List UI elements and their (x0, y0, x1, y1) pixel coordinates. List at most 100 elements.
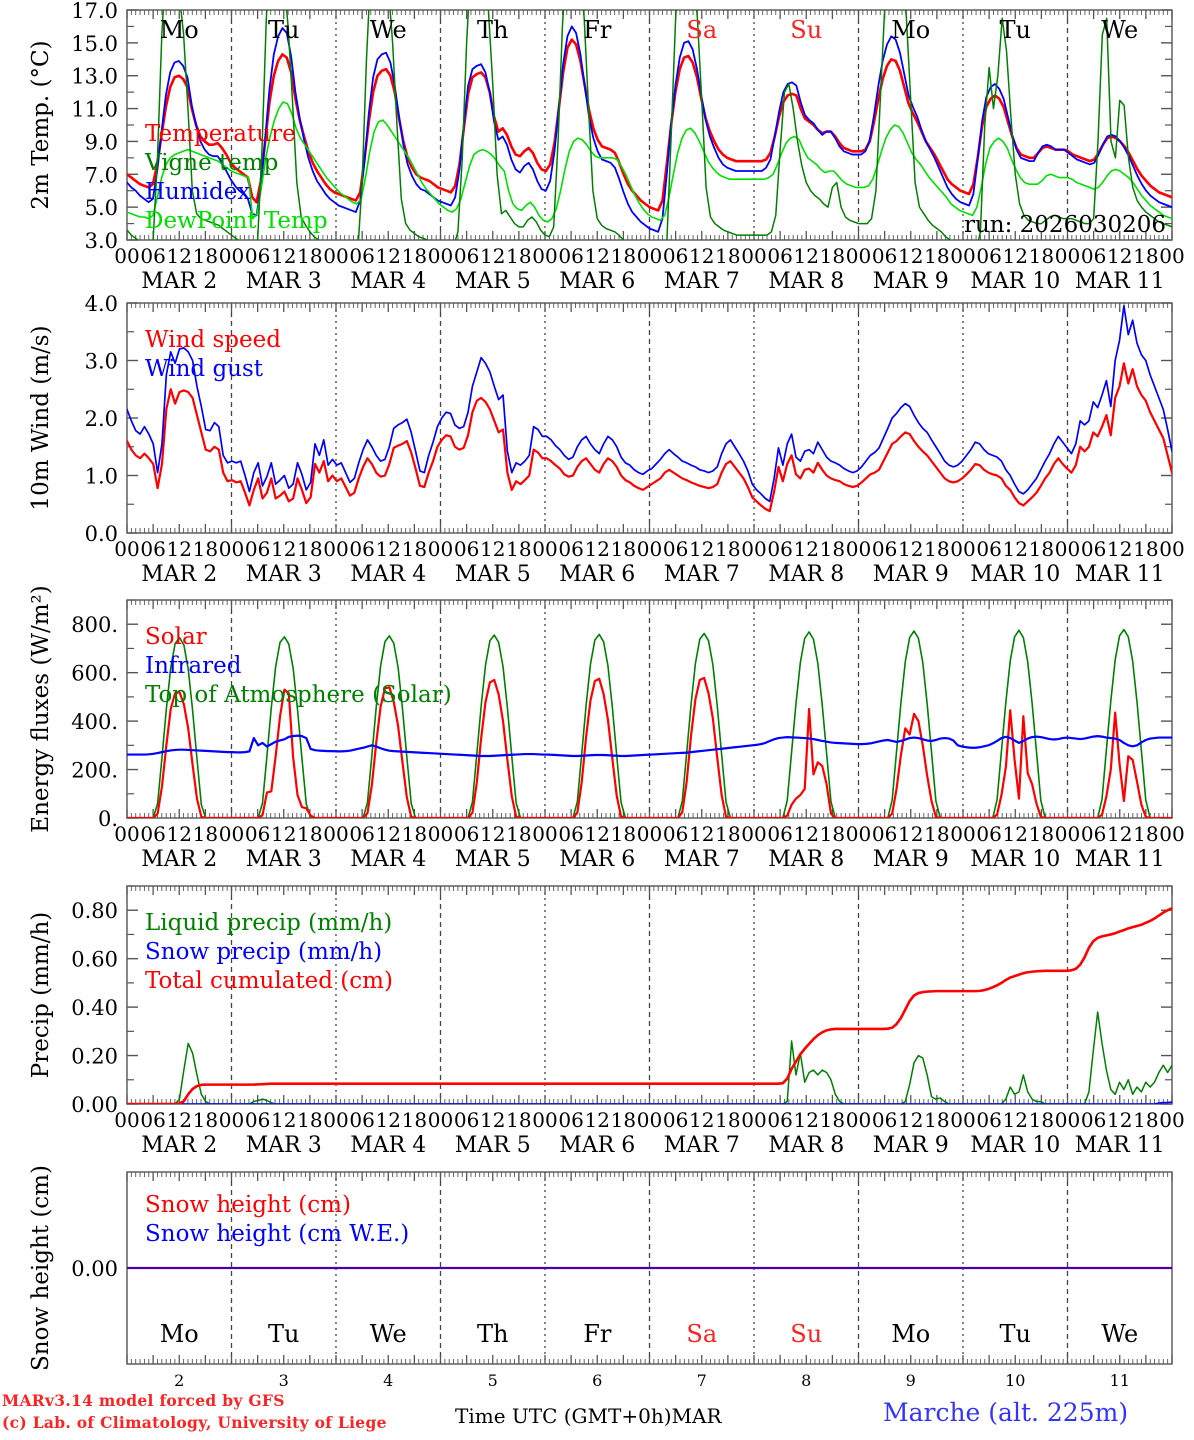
day-header-label: MAR 4 (350, 562, 426, 587)
hour-tick-label: 06 (872, 1108, 897, 1132)
hour-tick-label: 00 (950, 1108, 975, 1132)
hour-tick-label: 12 (585, 537, 610, 561)
y-tick-label: 13.0 (71, 65, 118, 89)
hour-tick-label: 06 (558, 244, 583, 268)
hour-tick-label: 18 (611, 244, 636, 268)
hour-tick-label: 06 (558, 822, 583, 846)
hour-tick-label: 12 (1003, 244, 1028, 268)
hour-tick-label: 00 (637, 1108, 662, 1132)
hour-tick-label: 12 (898, 1108, 923, 1132)
day-header-label: MAR 3 (246, 562, 322, 587)
hour-tick-label: 18 (924, 1108, 949, 1132)
hour-tick-label: 06 (140, 244, 165, 268)
day-header-label: MAR 7 (664, 847, 740, 872)
y-tick-label: 11.0 (71, 98, 118, 122)
hour-tick-label: 12 (480, 537, 505, 561)
x-axis-labels: 00 06 12 18 00 06 12 18 00 06 12 18 00 06 12 18 00 06 12 18… (114, 244, 1184, 294)
day-header-label: MAR 4 (350, 1133, 426, 1158)
y-tick-label: 0.00 (71, 1093, 118, 1117)
hour-tick-label: 12 (794, 822, 819, 846)
hour-tick-label: 18 (506, 1108, 531, 1132)
day-header-label: MAR 6 (559, 269, 635, 294)
y-axis-title: 10m Wind (m/s) (28, 325, 54, 510)
day-header-label: MAR 10 (970, 562, 1060, 587)
day-header-label: MAR 9 (873, 1133, 949, 1158)
weekday-label-bottom: We (1101, 1320, 1138, 1348)
hour-tick-label: 06 (245, 822, 270, 846)
day-number-label: 3 (279, 1371, 289, 1390)
hour-tick-label: 12 (480, 1108, 505, 1132)
hour-tick-label: 00 (532, 537, 557, 561)
hour-tick-label: 06 (245, 244, 270, 268)
hour-tick-label: 18 (924, 244, 949, 268)
hour-tick-label: 18 (820, 822, 845, 846)
hour-tick-label: 00 (950, 244, 975, 268)
hour-tick-label: 12 (1003, 822, 1028, 846)
legend-entry: Solar (145, 624, 207, 650)
hour-tick-label: 00 (428, 244, 453, 268)
legend-entry: DewPoint Temp (145, 208, 328, 234)
hour-tick-label: 12 (271, 822, 296, 846)
hour-tick-label: 06 (1081, 822, 1106, 846)
legend-precip: Liquid precip (mm/h) Snow precip (mm/h) To… (145, 910, 393, 994)
hour-tick-label: 00 (114, 822, 139, 846)
hour-tick-label: 18 (193, 1108, 218, 1132)
hour-tick-label: 06 (454, 822, 479, 846)
hour-tick-label: 00 (428, 1108, 453, 1132)
hour-tick-label: 12 (898, 822, 923, 846)
y-axis-title: 2m Temp. (°C) (28, 40, 54, 209)
y-tick-label: 7.0 (85, 163, 118, 187)
legend-entry: Temperature (145, 121, 296, 147)
hour-tick-label: 12 (689, 822, 714, 846)
hour-tick-label: 00 (1159, 537, 1184, 561)
legend-temperature: Temperature Vigne temp Humidex DewPoint Tem… (144, 121, 328, 234)
hour-tick-label: 06 (454, 244, 479, 268)
y-tick-label: 800. (71, 613, 118, 637)
weekday-label-bottom: Su (790, 1320, 822, 1348)
hour-tick-label: 18 (506, 244, 531, 268)
day-header-label: MAR 11 (1075, 1133, 1165, 1158)
hour-tick-label: 18 (193, 822, 218, 846)
day-header-label: MAR 6 (559, 1133, 635, 1158)
weekday-label-temp: We (370, 16, 407, 44)
weekday-label-bottom: Mo (160, 1320, 199, 1348)
hour-tick-label: 06 (767, 1108, 792, 1132)
hour-tick-label: 18 (1133, 822, 1158, 846)
day-header-label: MAR 5 (455, 1133, 531, 1158)
hour-tick-label: 12 (585, 244, 610, 268)
series-group (127, 906, 1172, 1104)
hour-tick-label: 12 (167, 822, 192, 846)
y-tick-label: 5.0 (85, 196, 118, 220)
day-number-label: 11 (1110, 1371, 1130, 1390)
hour-tick-label: 18 (506, 822, 531, 846)
hour-tick-label: 00 (1159, 244, 1184, 268)
run-label: run: 2026030206 (964, 212, 1166, 238)
day-header-label: MAR 2 (141, 562, 217, 587)
y-tick-label: 200. (71, 759, 118, 783)
day-number-label: 6 (592, 1371, 602, 1390)
legend-entry: Humidex (145, 179, 250, 205)
day-header-label: MAR 10 (970, 1133, 1060, 1158)
day-header-label: MAR 7 (664, 269, 740, 294)
series-line-wind-speed (127, 362, 1172, 513)
day-header-label: MAR 6 (559, 847, 635, 872)
model-credit-line1: MARv3.14 model forced by GFS (2, 1391, 285, 1410)
hour-tick-label: 12 (376, 1108, 401, 1132)
hour-tick-label: 00 (950, 822, 975, 846)
day-header-label: MAR 9 (873, 562, 949, 587)
day-header-label: MAR 4 (350, 269, 426, 294)
hour-tick-label: 18 (820, 244, 845, 268)
x-axis-labels: 00 06 12 18 00 06 12 18 00 06 12 18 00 06 12 18 00 06 12 18… (114, 1108, 1184, 1158)
weekday-label-temp: We (1101, 16, 1138, 44)
hour-tick-label: 06 (976, 244, 1001, 268)
hour-tick-label: 18 (1133, 244, 1158, 268)
hour-tick-label: 12 (480, 244, 505, 268)
hour-tick-label: 12 (689, 244, 714, 268)
hour-tick-label: 00 (219, 1108, 244, 1132)
day-header-label: MAR 9 (873, 269, 949, 294)
day-header-label: MAR 4 (350, 847, 426, 872)
hour-tick-label: 06 (140, 822, 165, 846)
legend-entry: Top of Atmosphere (Solar) (145, 682, 452, 708)
legend-entry: Infrared (145, 653, 242, 679)
